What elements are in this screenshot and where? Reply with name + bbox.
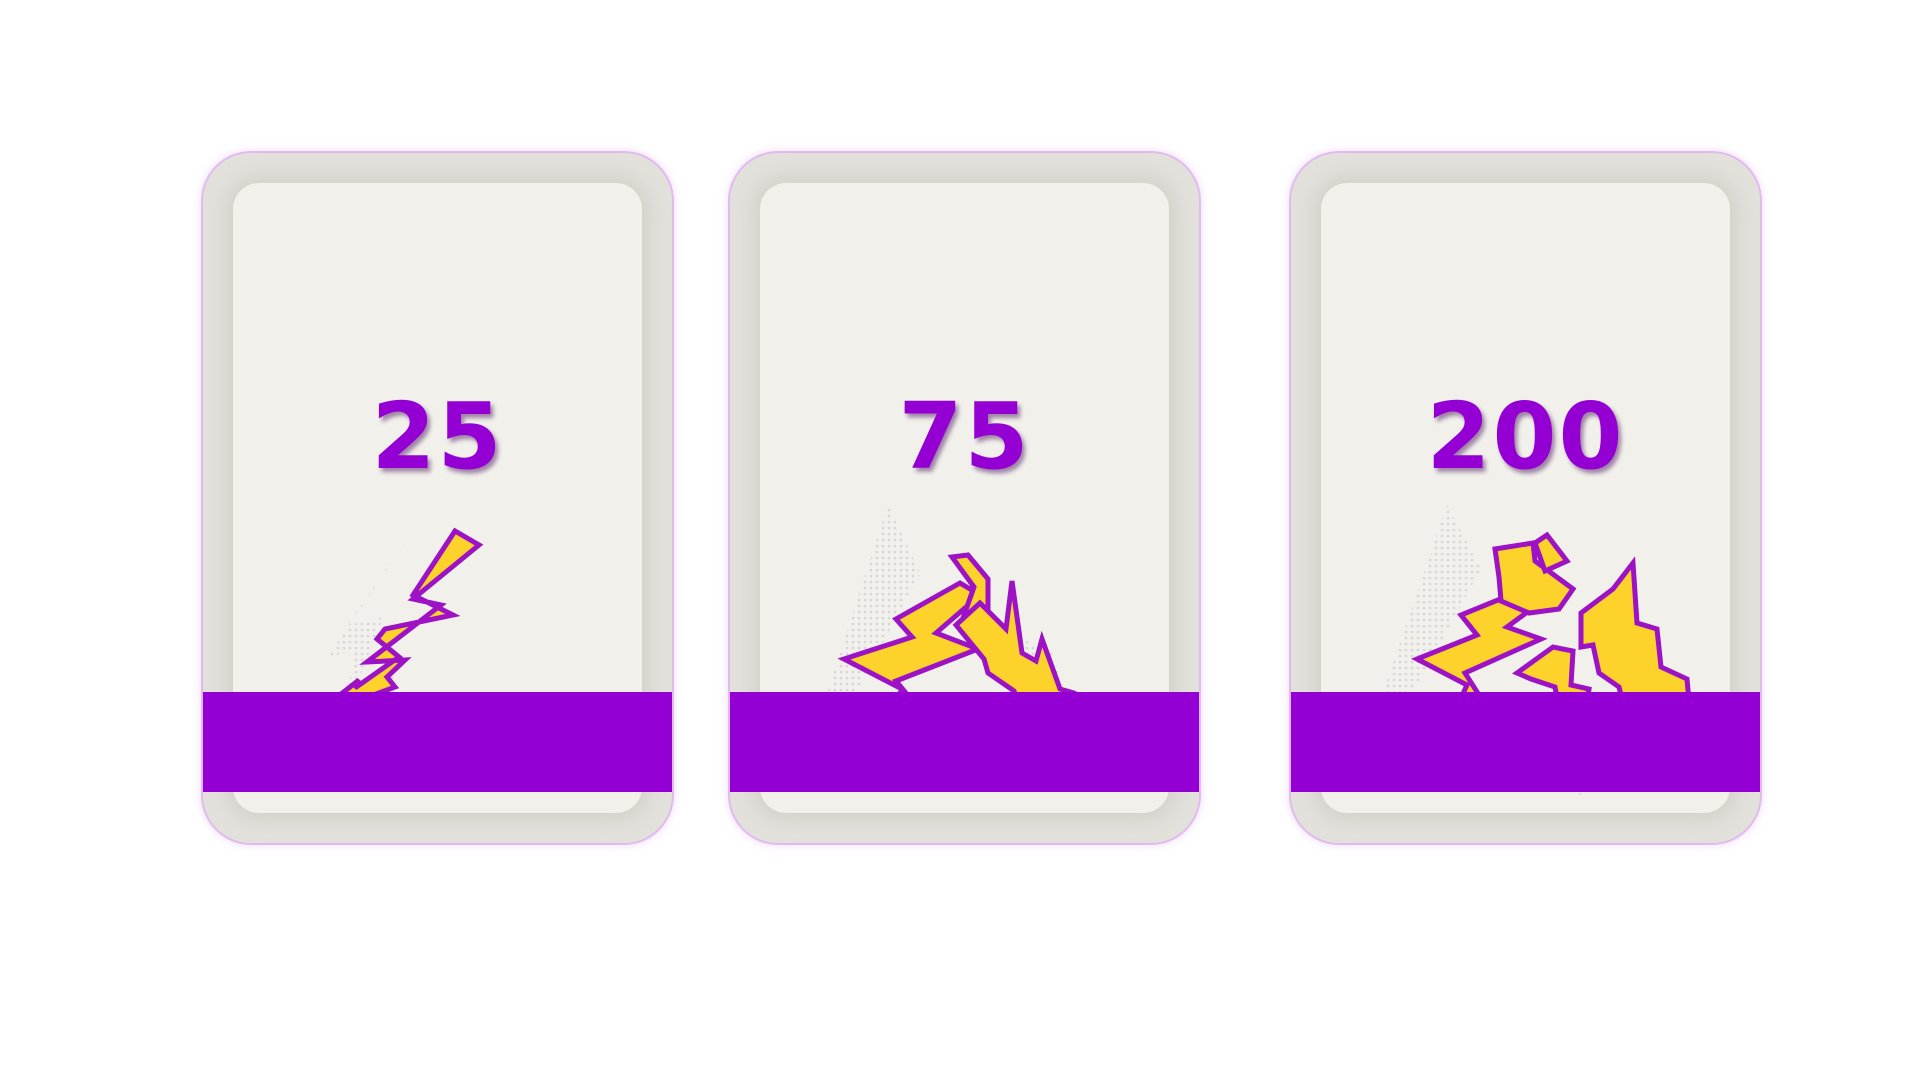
card-price: 200 (1426, 383, 1625, 490)
card-footer-bar (1291, 692, 1760, 792)
card-footer-bar (203, 692, 672, 792)
offer-card-200[interactable]: 200 (1291, 153, 1760, 843)
card-price: 25 (371, 383, 504, 490)
offer-card-75[interactable]: 75 (730, 153, 1199, 843)
card-footer-bar (730, 692, 1199, 792)
offer-card-25[interactable]: 25 (203, 153, 672, 843)
card-price: 75 (898, 383, 1031, 490)
lightning-bolt-icon (233, 503, 642, 833)
